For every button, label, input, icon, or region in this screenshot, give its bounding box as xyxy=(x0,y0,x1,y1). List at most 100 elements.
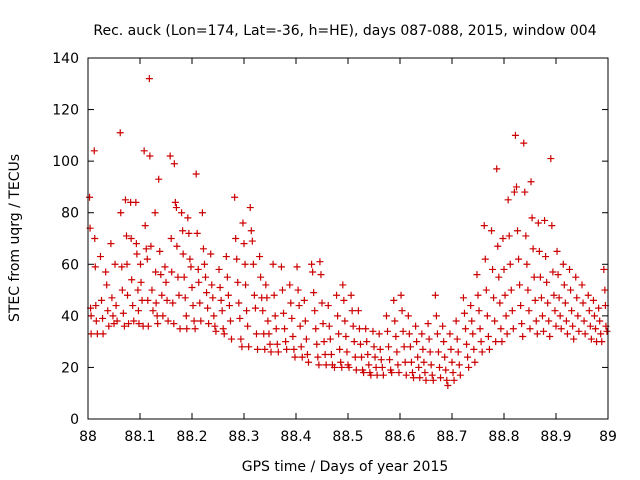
data-point xyxy=(282,338,290,346)
data-point xyxy=(137,260,145,268)
data-point xyxy=(579,299,587,307)
data-point xyxy=(412,322,420,330)
data-point xyxy=(123,260,131,268)
data-point xyxy=(501,291,509,299)
y-tick-label: 80 xyxy=(61,206,79,222)
data-point xyxy=(219,325,227,333)
data-point xyxy=(334,312,342,320)
data-point xyxy=(259,307,267,315)
data-point xyxy=(171,198,179,206)
data-point xyxy=(477,338,485,346)
chart-title: Rec. auck (Lon=174, Lat=-36, h=HE), days… xyxy=(93,23,596,39)
data-point xyxy=(433,330,441,338)
data-point xyxy=(274,348,282,356)
data-point xyxy=(493,165,501,173)
data-point xyxy=(500,265,508,273)
data-point xyxy=(450,376,458,384)
data-point xyxy=(238,343,246,351)
data-point xyxy=(523,260,531,268)
data-point xyxy=(420,358,428,366)
data-point xyxy=(570,335,578,343)
data-point xyxy=(116,129,124,137)
data-point xyxy=(508,307,516,315)
data-point xyxy=(92,302,100,310)
data-point xyxy=(550,291,558,299)
data-point xyxy=(405,330,413,338)
data-point xyxy=(277,263,285,271)
data-point xyxy=(265,330,273,338)
data-point xyxy=(91,263,99,271)
data-point xyxy=(429,376,437,384)
data-point xyxy=(164,317,172,325)
data-point xyxy=(147,242,155,250)
data-point xyxy=(413,338,421,346)
data-point xyxy=(185,229,193,237)
data-point xyxy=(223,273,231,281)
data-point xyxy=(455,361,463,369)
data-point xyxy=(514,227,522,235)
data-point xyxy=(597,330,605,338)
data-point xyxy=(370,343,378,351)
data-point xyxy=(507,286,515,294)
data-point xyxy=(239,219,247,227)
data-point xyxy=(437,374,445,382)
data-point xyxy=(141,222,149,230)
data-point xyxy=(561,299,569,307)
data-point xyxy=(317,271,325,279)
data-point xyxy=(562,317,570,325)
data-point xyxy=(578,281,586,289)
data-point xyxy=(400,343,408,351)
data-point xyxy=(589,296,597,304)
data-point xyxy=(535,247,543,255)
data-point xyxy=(422,376,430,384)
data-point xyxy=(335,330,343,338)
data-point xyxy=(99,314,107,322)
data-point xyxy=(598,338,606,346)
data-point xyxy=(476,325,484,333)
data-point xyxy=(542,253,550,261)
data-point xyxy=(327,351,335,359)
data-point xyxy=(375,330,383,338)
data-point xyxy=(127,235,135,242)
x-tick-label: 88.7 xyxy=(436,429,467,445)
data-point xyxy=(163,296,171,304)
data-point xyxy=(112,302,120,310)
data-point xyxy=(531,296,539,304)
data-point xyxy=(419,345,427,353)
data-point xyxy=(538,312,546,320)
data-point xyxy=(215,265,223,273)
data-point xyxy=(312,325,320,333)
data-point xyxy=(269,260,277,268)
data-point xyxy=(483,312,491,320)
data-point xyxy=(453,335,461,343)
data-point xyxy=(96,253,104,261)
data-point xyxy=(352,366,360,374)
data-point xyxy=(99,330,107,338)
data-point xyxy=(449,369,457,377)
data-point xyxy=(470,345,478,353)
data-point xyxy=(248,237,256,245)
data-point xyxy=(226,317,234,325)
data-point xyxy=(236,314,244,322)
data-point xyxy=(86,193,94,201)
data-point xyxy=(154,320,162,328)
x-tick-label: 88.8 xyxy=(488,429,519,445)
data-point xyxy=(473,271,481,279)
data-point xyxy=(212,327,220,335)
data-point xyxy=(333,291,341,299)
y-tick-label: 100 xyxy=(52,154,79,170)
data-point xyxy=(347,291,355,299)
data-point xyxy=(318,299,326,307)
data-point xyxy=(137,278,145,286)
data-point xyxy=(595,304,603,312)
data-point xyxy=(568,307,576,315)
data-point xyxy=(326,335,334,343)
data-point xyxy=(515,255,523,263)
data-point xyxy=(581,330,589,338)
data-point xyxy=(462,325,470,333)
data-point xyxy=(311,307,319,315)
data-point xyxy=(187,263,195,271)
data-point xyxy=(563,330,571,338)
data-point xyxy=(519,332,527,340)
data-point xyxy=(358,353,366,361)
